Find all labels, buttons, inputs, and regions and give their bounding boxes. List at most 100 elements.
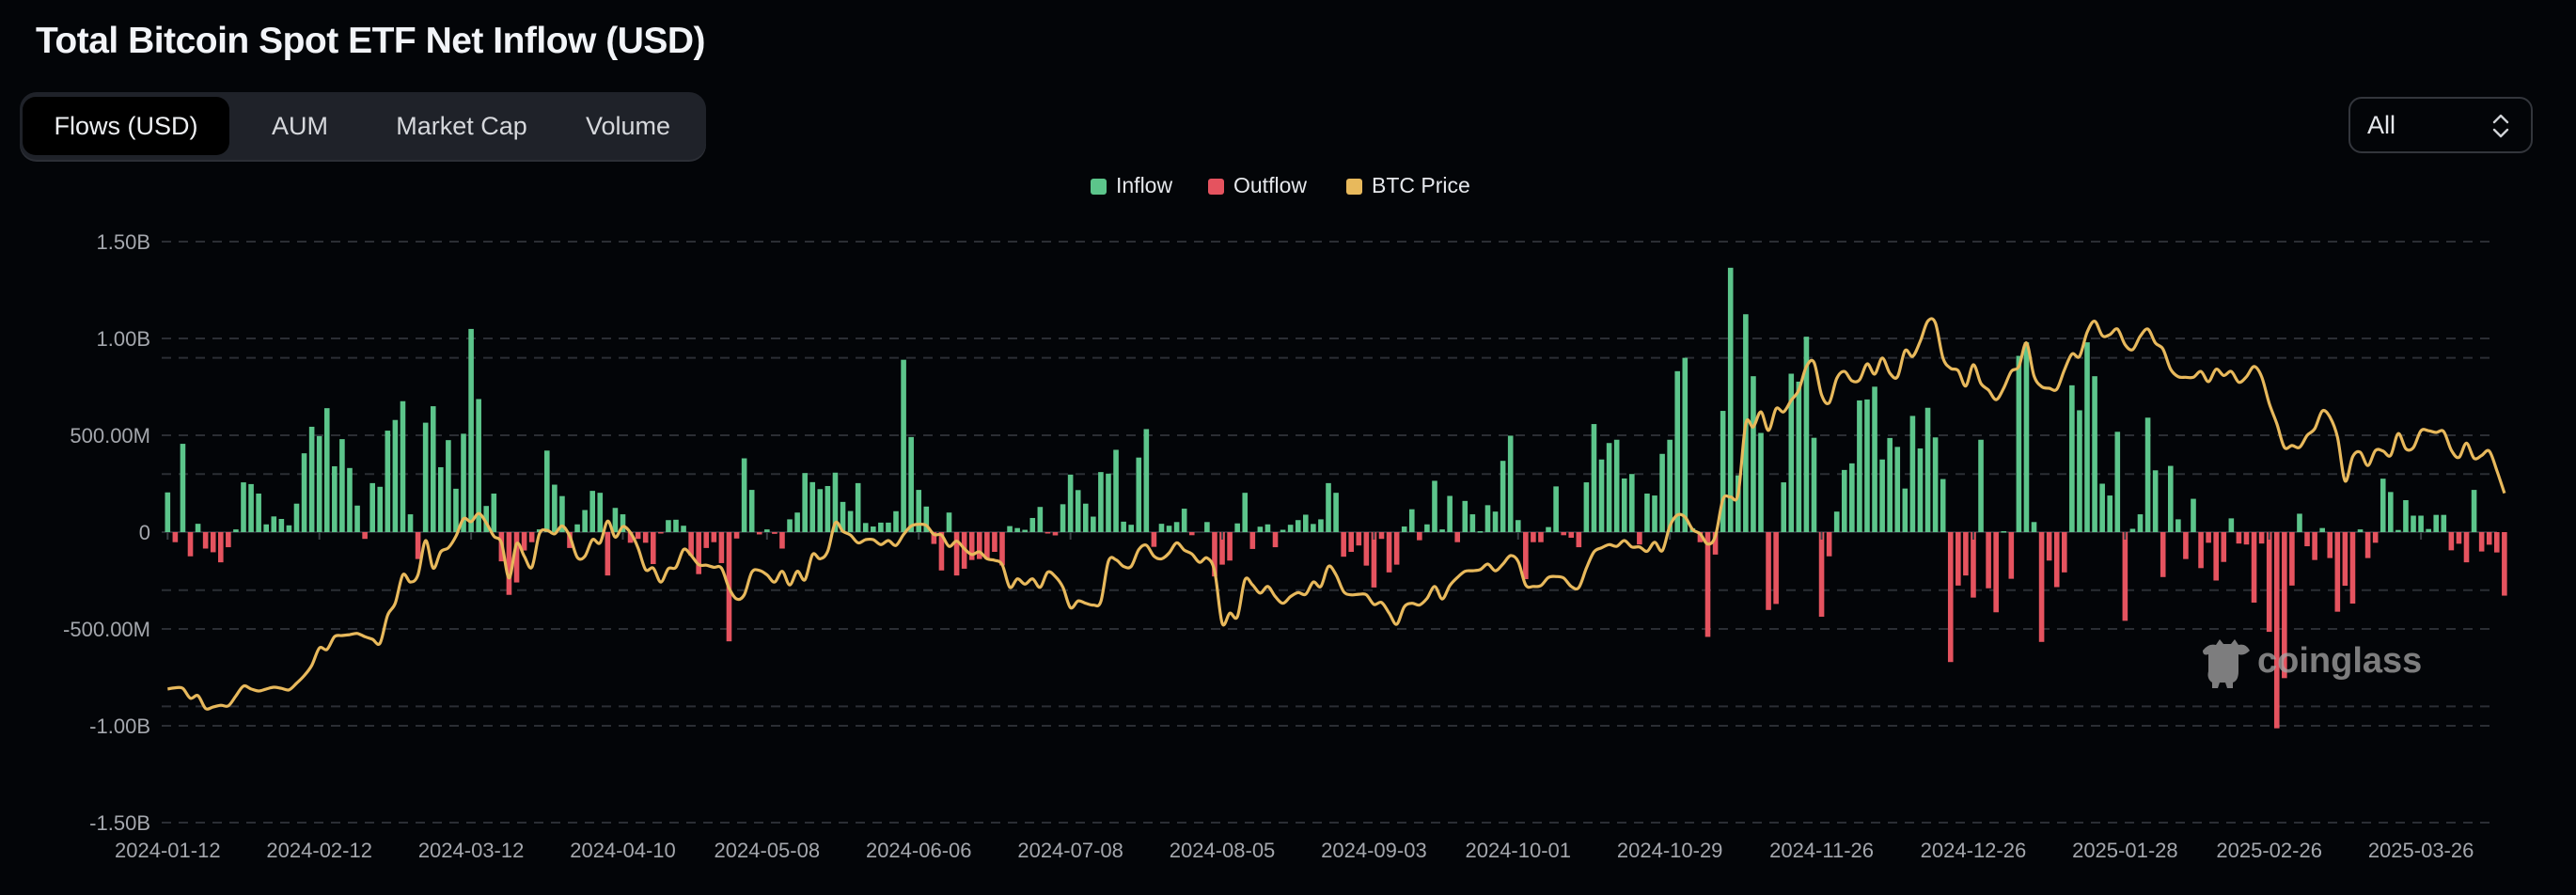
time-range-select[interactable]: All (2348, 97, 2533, 153)
inflow-bar (1492, 511, 1499, 532)
inflow-bar (2099, 483, 2105, 532)
inflow-bar (1613, 439, 1620, 532)
inflow-bar (278, 518, 285, 532)
outflow-bar (2243, 532, 2250, 545)
inflow-bar (1234, 523, 1240, 532)
legend-btc-price[interactable]: BTC Price (1346, 173, 1470, 198)
inflow-bar (1894, 447, 1901, 532)
outflow-bar (1971, 532, 1976, 598)
inflow-bar (1469, 514, 1476, 532)
inflow-bar (438, 466, 444, 532)
inflow-bar (2069, 385, 2075, 532)
inflow-bar (673, 519, 679, 532)
y-tick-label: 1.00B (97, 327, 151, 351)
inflow-bar (392, 419, 399, 532)
inflow-bar (1811, 437, 1817, 532)
tab-flows-usd[interactable]: Flows (USD) (23, 97, 229, 155)
inflow-bar (908, 436, 914, 532)
inflow-bar (2152, 470, 2159, 532)
inflow-bar (2031, 522, 2037, 532)
outflow-bar (2266, 532, 2272, 633)
inflow-bar (461, 433, 466, 532)
inflow-bar (233, 529, 239, 532)
outflow-bar (718, 532, 725, 563)
inflow-bar (764, 529, 770, 532)
watermark: coinglass (2195, 636, 2422, 692)
legend-outflow[interactable]: Outflow (1208, 173, 1307, 198)
inflow-bar (1924, 407, 1931, 532)
outflow-bar (362, 532, 368, 540)
inflow-bar (794, 512, 800, 532)
outflow-bar (2327, 532, 2333, 558)
x-tick-label: 2024-08-05 (1170, 839, 1276, 862)
inflow-bar (2023, 342, 2030, 532)
x-tick-label: 2024-06-06 (866, 839, 972, 862)
outflow-swatch-icon (1208, 179, 1224, 195)
outflow-bar (2282, 532, 2287, 679)
inflow-bar (1303, 514, 1309, 532)
inflow-bar (165, 492, 171, 532)
inflow-bar (1879, 459, 1885, 532)
flow-bars (165, 267, 2507, 729)
x-tick-label: 2024-10-29 (1617, 839, 1723, 862)
outflow-bar (931, 532, 937, 544)
inflow-bar (1872, 386, 1877, 532)
inflow-bar (1902, 488, 1908, 532)
tab-aum[interactable]: AUM (272, 112, 328, 140)
outflow-bar (2213, 532, 2219, 581)
inflow-bar (2471, 490, 2477, 532)
inflow-bar (1098, 472, 1104, 532)
tab-market-cap[interactable]: Market Cap (396, 112, 527, 140)
inflow-bar (1758, 432, 1764, 532)
x-tick-label: 2024-10-01 (1465, 839, 1571, 862)
outflow-bar (1818, 532, 1825, 618)
outflow-bar (1188, 532, 1195, 536)
inflow-bar (1326, 482, 1331, 532)
inflow-bar (369, 482, 375, 532)
inflow-bar (2137, 514, 2144, 532)
inflow-bar (407, 514, 414, 532)
inflow-bar (1917, 448, 1924, 532)
inflow-bar (2297, 513, 2302, 532)
inflow-bar (1447, 495, 1453, 532)
inflow-bar (2395, 529, 2401, 532)
inflow-swatch-icon (1091, 179, 1107, 195)
btc-price-line (167, 317, 2506, 711)
outflow-bar (2046, 532, 2052, 561)
inflow-bar (1652, 495, 1657, 532)
inflow-bar (901, 359, 906, 532)
outflow-bar (217, 532, 224, 563)
outflow-bar (1576, 532, 1582, 548)
outflow-bar (2251, 532, 2257, 603)
outflow-bar (1704, 532, 1711, 637)
inflow-bar (1751, 376, 1756, 532)
outflow-bar (1697, 532, 1704, 542)
outflow-bar (415, 532, 421, 559)
inflow-bar (1484, 505, 1491, 532)
outflow-bar (2289, 532, 2295, 586)
inflow-bar (2403, 500, 2409, 532)
legend-inflow[interactable]: Inflow (1091, 173, 1172, 198)
inflow-bar (271, 516, 277, 532)
outflow-bar (2273, 532, 2280, 729)
outflow-bar (2206, 532, 2211, 543)
outflow-bar (2448, 532, 2455, 551)
inflow-bar (2388, 492, 2394, 532)
inflow-bar (1667, 439, 1673, 532)
outflow-bar (2236, 532, 2242, 544)
inflow-bar (589, 491, 596, 532)
legend-outflow-label: Outflow (1233, 173, 1307, 197)
outflow-bar (1947, 532, 1954, 663)
outflow-bar (1454, 532, 1460, 542)
inflow-bar (559, 495, 565, 532)
inflow-bar (2411, 515, 2416, 532)
inflow-bar (1682, 357, 1689, 532)
tab-volume[interactable]: Volume (585, 112, 671, 140)
outflow-bar (2053, 532, 2060, 588)
outflow-bar (642, 532, 649, 543)
inflow-bar (1007, 526, 1013, 532)
inflow-bar (1158, 524, 1165, 532)
outflow-bar (2304, 532, 2310, 547)
y-tick-label: 500.00M (70, 424, 150, 448)
inflow-bar (1940, 479, 1946, 532)
